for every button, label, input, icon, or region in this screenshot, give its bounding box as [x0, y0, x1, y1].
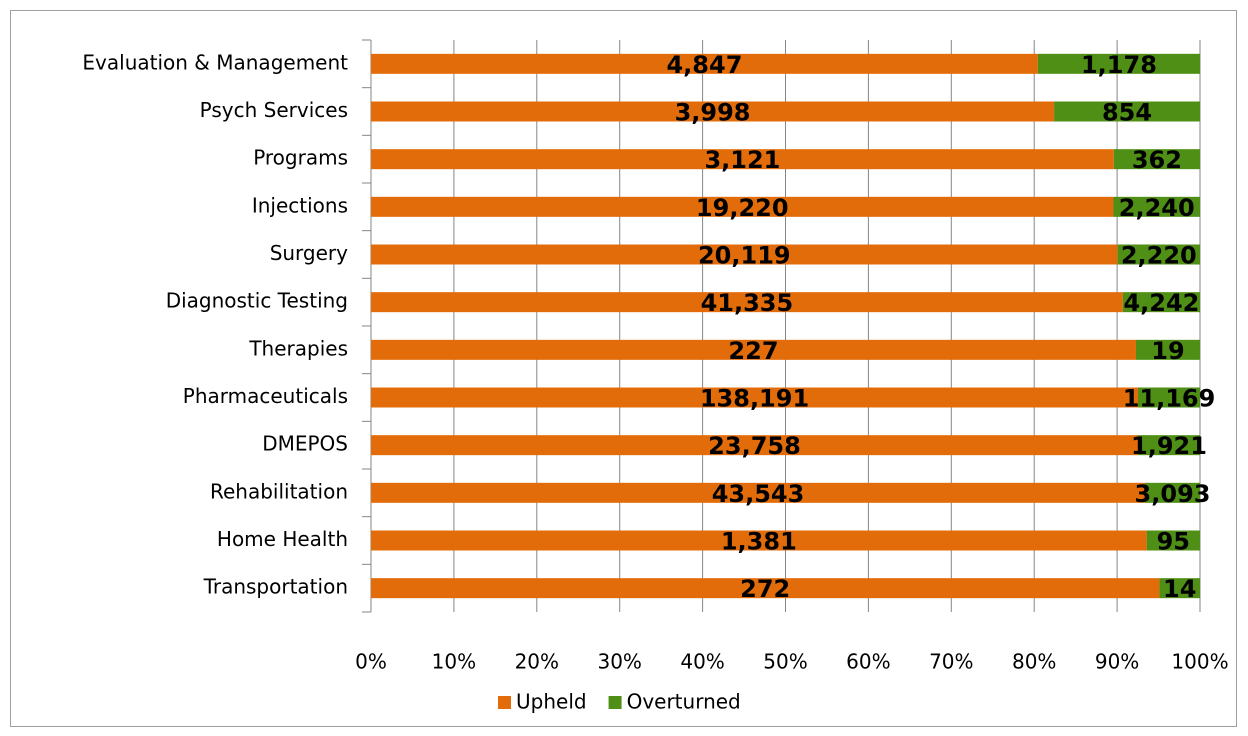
x-tick-label: 20% [515, 650, 559, 674]
data-label: 227 [728, 337, 778, 365]
x-tick-label: 100% [1171, 650, 1228, 674]
data-label: 23,758 [708, 432, 801, 460]
chart-frame [10, 10, 1237, 727]
bar-segment [371, 578, 1160, 599]
y-tick-label: Surgery [270, 241, 348, 265]
data-label: 43,543 [712, 480, 805, 508]
bar-segment [371, 339, 1136, 360]
y-tick-label: Pharmaceuticals [183, 384, 348, 408]
bar-segment [1113, 196, 1200, 217]
x-tick-label: 30% [597, 650, 641, 674]
bar-segment [1135, 339, 1200, 360]
legend-swatch [608, 696, 622, 709]
bar-segment [1145, 482, 1200, 503]
data-label: 4,242 [1123, 289, 1199, 317]
data-label: 3,998 [675, 99, 751, 127]
bar-segment [1117, 244, 1200, 265]
data-label: 20,119 [698, 242, 791, 270]
bar-segment [1113, 149, 1200, 170]
data-label: 2,240 [1119, 194, 1195, 222]
x-tick-label: 80% [1012, 650, 1056, 674]
data-label: 19,220 [696, 194, 789, 222]
y-tick-label: Therapies [248, 336, 348, 360]
bar-segment [1138, 387, 1200, 408]
legend-swatch [498, 696, 511, 709]
y-tick-label: Psych Services [200, 98, 348, 122]
data-label: 95 [1157, 528, 1190, 556]
bar-segment [371, 530, 1147, 551]
data-label: 3,093 [1135, 480, 1211, 508]
x-tick-label: 10% [432, 650, 476, 674]
data-label: 854 [1102, 99, 1152, 127]
data-label: 1,178 [1081, 51, 1157, 79]
bar-segment [371, 435, 1138, 456]
data-label: 41,335 [701, 289, 794, 317]
bar-segment [371, 482, 1146, 503]
bar-segment [371, 53, 1038, 74]
data-label: 1,381 [721, 528, 797, 556]
data-label: 14 [1163, 575, 1196, 603]
data-label: 138,191 [700, 385, 809, 413]
y-tick-label: DMEPOS [262, 432, 348, 456]
x-tick-label: 0% [355, 650, 387, 674]
y-tick-label: Diagnostic Testing [166, 289, 348, 313]
data-label: 19 [1151, 337, 1184, 365]
bar-segment [371, 149, 1114, 170]
data-label: 362 [1132, 146, 1182, 174]
bar-segment [371, 244, 1118, 265]
y-tick-label: Rehabilitation [210, 479, 348, 503]
y-tick-label: Programs [253, 146, 348, 170]
bar-segment [371, 196, 1114, 217]
data-label: 2,220 [1121, 242, 1197, 270]
y-tick-label: Injections [252, 193, 348, 217]
y-tick-label: Home Health [217, 527, 348, 551]
bar-segment [371, 292, 1123, 313]
bar-segment [371, 101, 1055, 122]
bar-segment [1037, 53, 1200, 74]
bar-segment [1137, 435, 1200, 456]
legend-label: Overturned [627, 690, 741, 714]
bar-segment [1146, 530, 1200, 551]
legend-label: Upheld [516, 690, 587, 714]
bar-segment [371, 387, 1139, 408]
data-label: 1,921 [1131, 432, 1207, 460]
x-tick-label: 40% [680, 650, 724, 674]
y-tick-label: Transportation [203, 575, 348, 599]
x-tick-label: 70% [929, 650, 973, 674]
data-label: 3,121 [704, 146, 780, 174]
y-tick-label: Evaluation & Management [82, 50, 348, 74]
x-tick-label: 90% [1095, 650, 1139, 674]
data-label: 4,847 [666, 51, 742, 79]
x-tick-label: 50% [763, 650, 807, 674]
bar-segment [1159, 578, 1200, 599]
bar-segment [1054, 101, 1200, 122]
data-label: 272 [740, 575, 790, 603]
bar-segment [1122, 292, 1200, 313]
x-tick-label: 60% [846, 650, 890, 674]
data-label: 11,169 [1123, 385, 1216, 413]
